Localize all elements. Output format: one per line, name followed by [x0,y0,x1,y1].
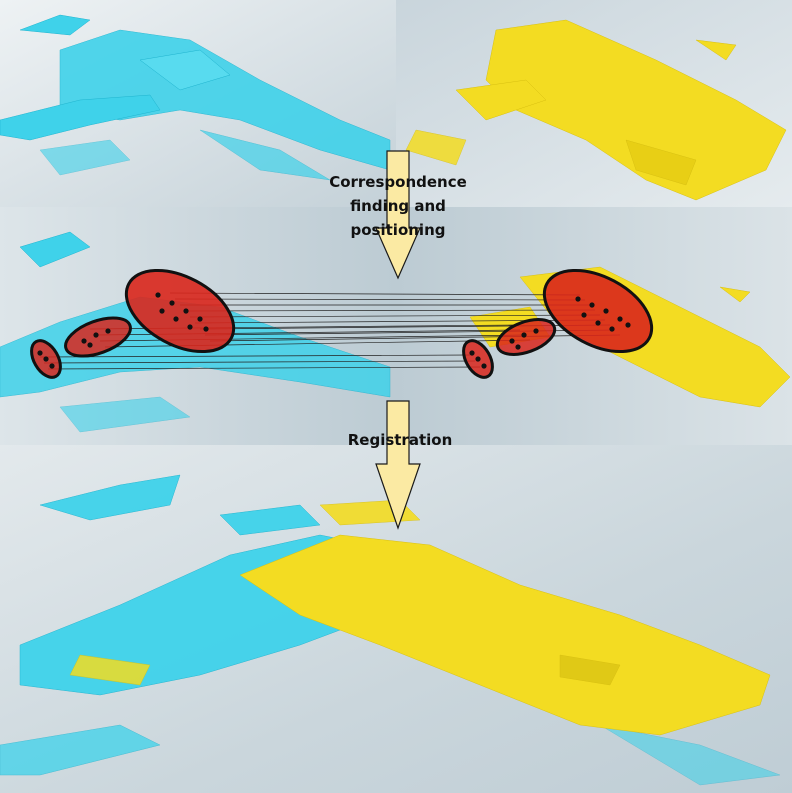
correspondence-label-line-1: Correspondence [329,173,467,191]
source-point-cloud [0,14,391,181]
source-point-cloud-panel [0,0,396,207]
correspondence-step-label: Correspondence finding and positioning [318,170,478,242]
source-region-medium [64,316,132,358]
correspondence-lines [39,292,621,370]
down-arrow-icon [375,150,421,280]
target-point-cloud-panel [396,0,792,207]
registration-step-label: Registration [347,431,453,449]
correspondence-label-line-3: positioning [350,221,446,239]
target-region-large [542,268,654,354]
target-region-medium [495,318,557,356]
source-keypoints [37,292,209,369]
correspondence-label-line-2: finding and [350,197,446,215]
target-keypoints [469,296,631,369]
down-arrow-icon [375,400,421,530]
target-point-cloud [405,19,787,201]
